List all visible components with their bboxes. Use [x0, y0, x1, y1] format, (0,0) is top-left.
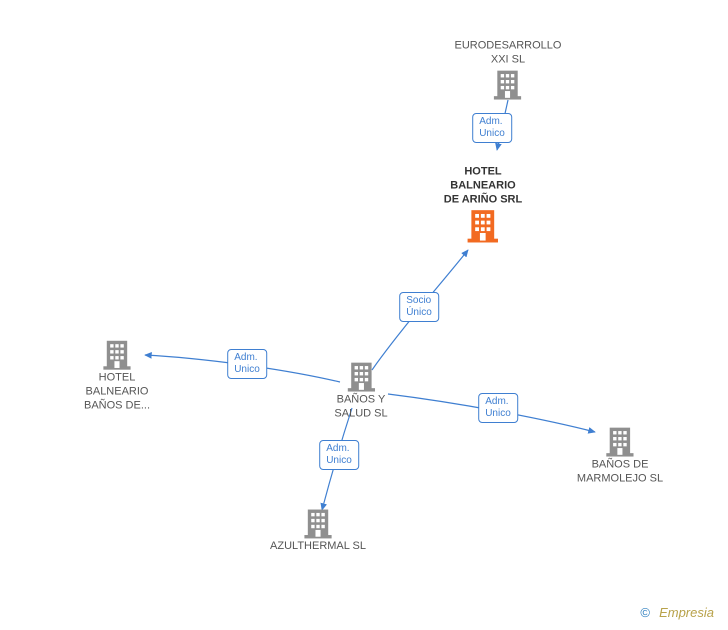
building-icon: [100, 337, 134, 371]
node-label: HOTEL BALNEARIO DE ARIÑO SRL: [444, 165, 522, 206]
node-banos_salud[interactable]: BAÑOS Y SALUD SL: [334, 359, 387, 421]
edge-label-0: Adm. Unico: [472, 113, 512, 143]
node-label: EURODESARROLLO XXI SL: [455, 39, 562, 67]
node-hotel_arino[interactable]: HOTEL BALNEARIO DE ARIÑO SRL: [444, 165, 522, 244]
node-azulthermal[interactable]: AZULTHERMAL SL: [270, 506, 366, 554]
node-hotel_banos[interactable]: HOTEL BALNEARIO BAÑOS DE...: [84, 337, 150, 412]
node-label: HOTEL BALNEARIO BAÑOS DE...: [84, 371, 150, 412]
node-label: BAÑOS Y SALUD SL: [334, 393, 387, 421]
copyright-symbol: ©: [640, 605, 650, 620]
building-icon: [603, 424, 637, 458]
node-marmolejo[interactable]: BAÑOS DE MARMOLEJO SL: [577, 424, 663, 486]
node-label: AZULTHERMAL SL: [270, 540, 366, 554]
watermark-text: Empresia: [659, 605, 714, 620]
building-icon: [344, 359, 378, 393]
building-icon: [491, 67, 525, 101]
edge-label-2: Adm. Unico: [227, 349, 267, 379]
building-icon: [464, 207, 502, 245]
edge-paths: [145, 100, 595, 510]
node-eurodesarrollo[interactable]: EURODESARROLLO XXI SL: [455, 39, 562, 101]
edge-label-4: Adm. Unico: [478, 393, 518, 423]
diagram-canvas: EURODESARROLLO XXI SL HOTEL BALNEARIO DE…: [0, 0, 728, 630]
edge-label-3: Adm. Unico: [319, 440, 359, 470]
edge-label-1: Socio Único: [399, 292, 439, 322]
building-icon: [301, 506, 335, 540]
node-label: BAÑOS DE MARMOLEJO SL: [577, 458, 663, 486]
